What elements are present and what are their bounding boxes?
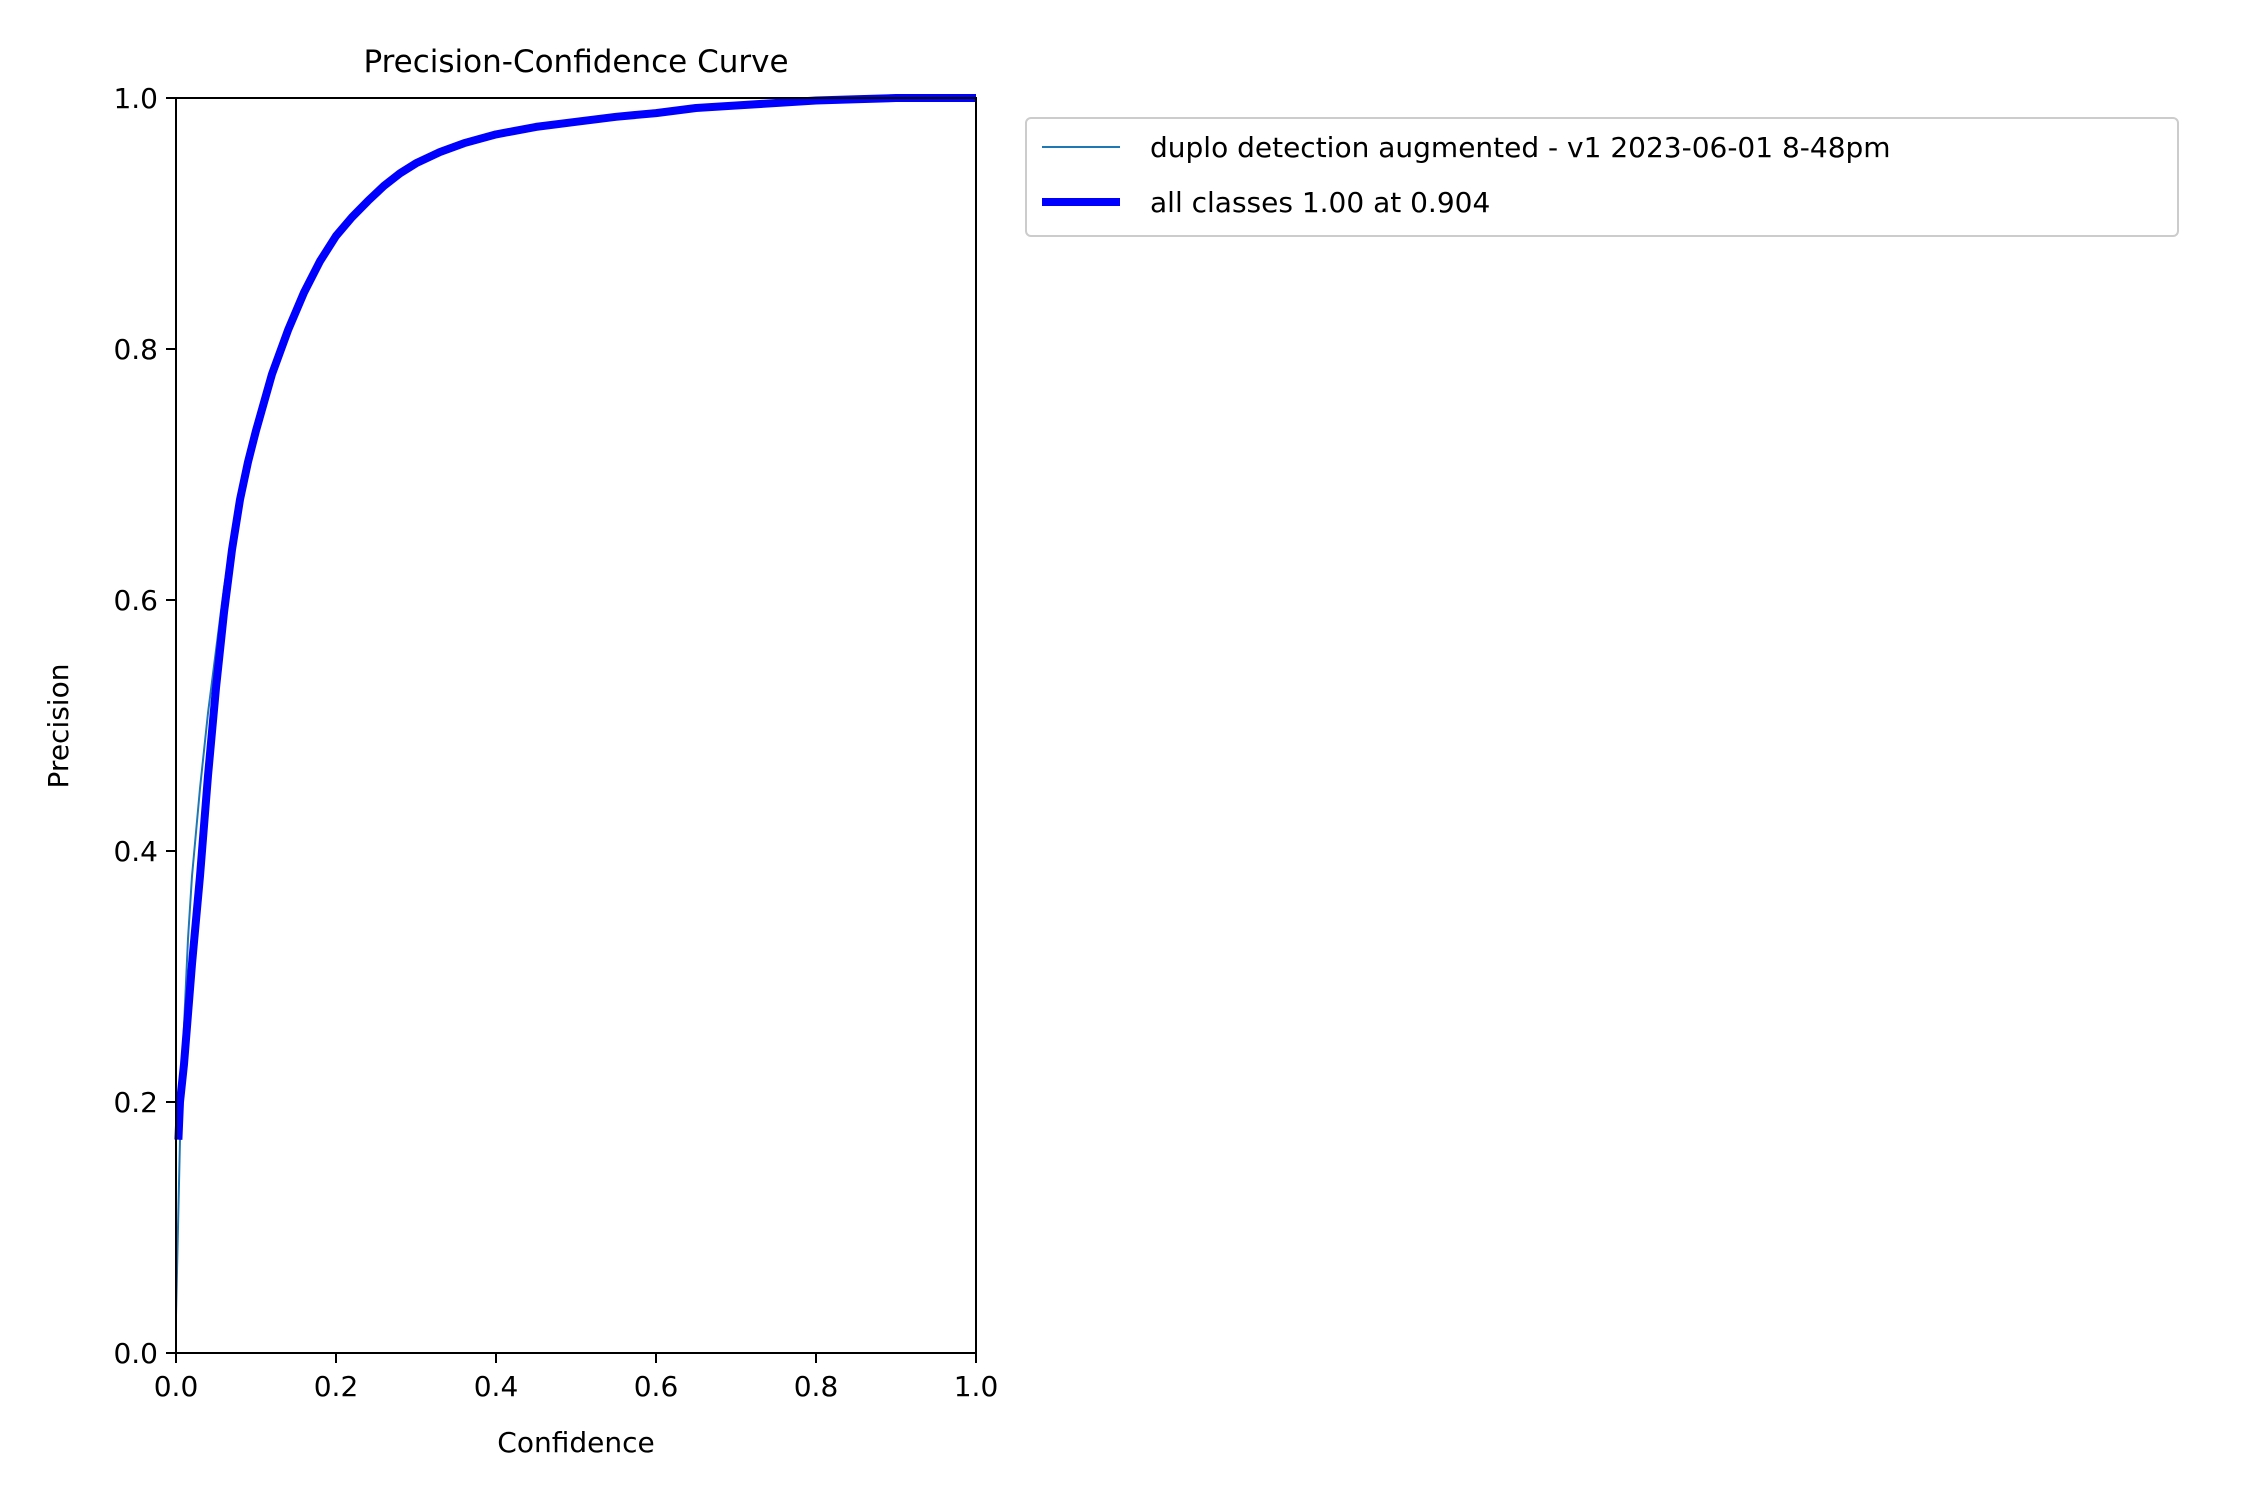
y-tick-label: 0.0 xyxy=(113,1337,158,1370)
x-tick-label: 0.4 xyxy=(474,1370,519,1403)
x-tick-label: 0.2 xyxy=(314,1370,359,1403)
legend-label-all-classes: all classes 1.00 at 0.904 xyxy=(1150,186,1490,219)
y-tick-label: 0.4 xyxy=(113,835,158,868)
series-layer xyxy=(174,94,976,1316)
x-tick-label: 0.8 xyxy=(794,1370,839,1403)
y-tick-label: 0.8 xyxy=(113,333,158,366)
legend-box xyxy=(1025,117,2179,237)
y-tick-label: 0.6 xyxy=(113,584,158,617)
x-tick-label: 1.0 xyxy=(954,1370,999,1403)
legend: duplo detection augmented - v1 2023-06-0… xyxy=(1025,117,2179,237)
chart-title: Precision-Confidence Curve xyxy=(363,44,788,80)
x-axis-label: Confidence xyxy=(497,1426,654,1459)
y-axis-ticks: 0.0 0.2 0.4 0.6 0.8 1.0 xyxy=(113,82,176,1370)
x-tick-label: 0.0 xyxy=(154,1370,199,1403)
x-tick-label: 0.6 xyxy=(634,1370,679,1403)
y-tick-label: 0.2 xyxy=(113,1086,158,1119)
y-axis-label: Precision xyxy=(42,664,75,789)
legend-label-duplo-detection: duplo detection augmented - v1 2023-06-0… xyxy=(1150,131,1891,164)
y-tick-label: 1.0 xyxy=(113,82,158,115)
series-line-1 xyxy=(174,94,976,1140)
plot-frame xyxy=(175,97,977,1354)
x-axis-ticks: 0.0 0.2 0.4 0.6 0.8 1.0 xyxy=(154,1353,999,1403)
